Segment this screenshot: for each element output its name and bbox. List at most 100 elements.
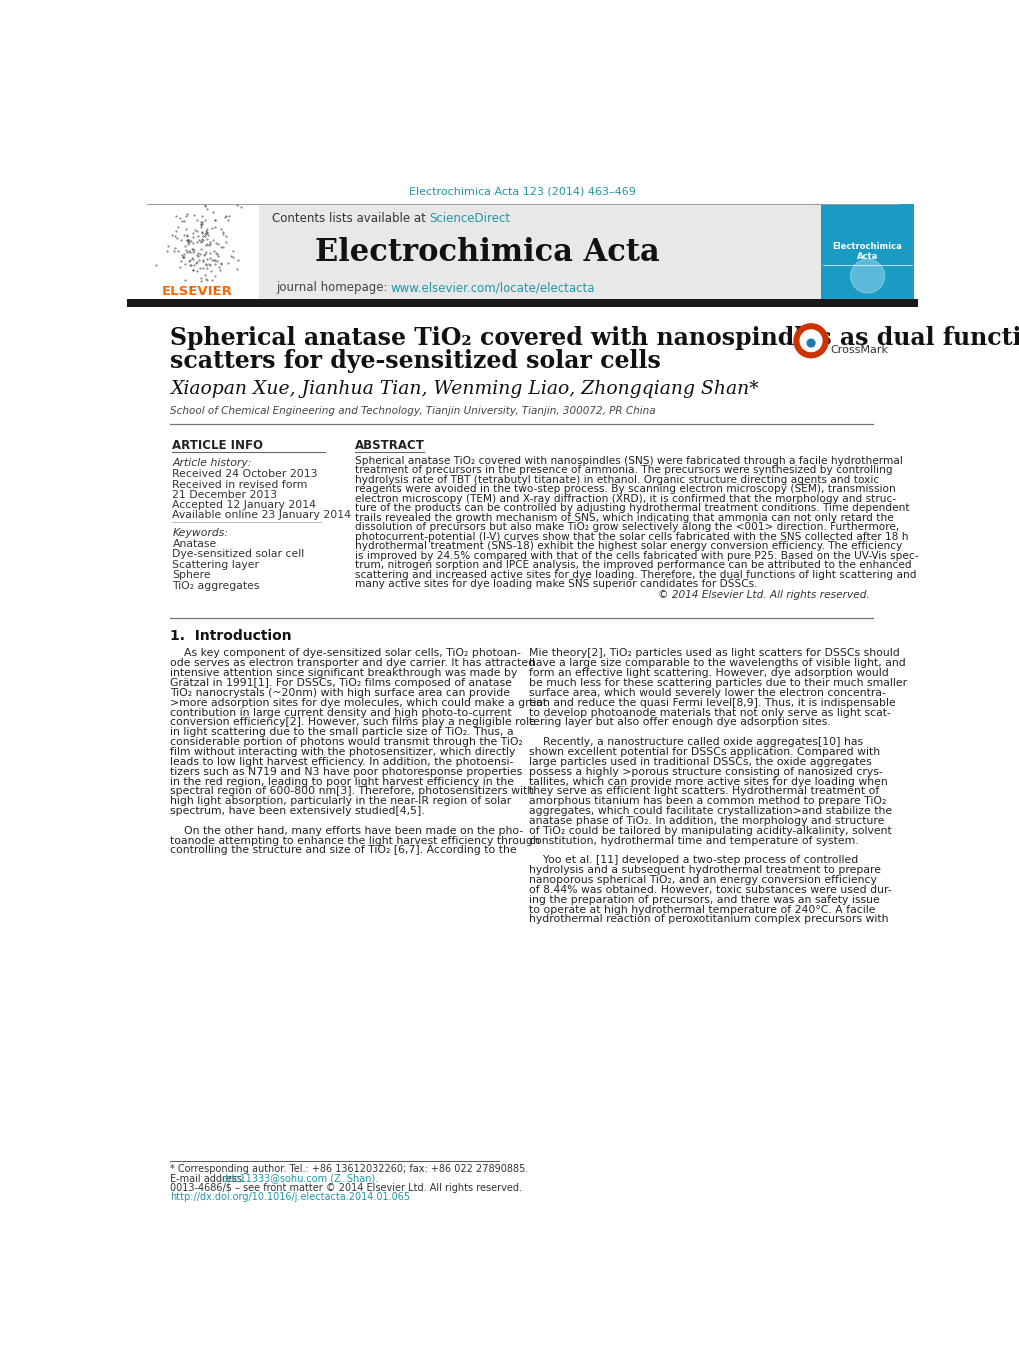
Text: journal homepage:: journal homepage: [275, 281, 390, 295]
Text: ABSTRACT: ABSTRACT [355, 439, 425, 453]
Bar [147, 204, 259, 299]
Text: film without interacting with the photosensitizer, which directly: film without interacting with the photos… [170, 747, 515, 757]
Text: 0013-4686/$ – see front matter © 2014 Elsevier Ltd. All rights reserved.: 0013-4686/$ – see front matter © 2014 El… [170, 1182, 522, 1193]
Text: Contents lists available at: Contents lists available at [272, 212, 429, 224]
Text: Mie theory[2], TiO₂ particles used as light scatters for DSSCs should: Mie theory[2], TiO₂ particles used as li… [529, 648, 899, 658]
Circle shape [793, 324, 827, 358]
Text: Spherical anatase TiO₂ covered with nanospindles (SNS) were fabricated through a: Spherical anatase TiO₂ covered with nano… [355, 455, 903, 466]
Text: contribution in large current density and high photo-to-current: contribution in large current density an… [170, 708, 512, 717]
Text: tion and reduce the quasi Fermi level[8,9]. Thus, it is indispensable: tion and reduce the quasi Fermi level[8,… [529, 697, 895, 708]
Text: * Corresponding author. Tel.: +86 13612032260; fax: +86 022 27890885.: * Corresponding author. Tel.: +86 136120… [170, 1165, 528, 1174]
Text: they serve as efficient light scatters. Hydrothermal treatment of: they serve as efficient light scatters. … [529, 786, 878, 796]
Text: As key component of dye-sensitized solar cells, TiO₂ photoan-: As key component of dye-sensitized solar… [170, 648, 521, 658]
Text: considerable portion of photons would transmit through the TiO₂: considerable portion of photons would tr… [170, 738, 523, 747]
Text: treatment of precursors in the presence of ammonia. The precursors were synthesi: treatment of precursors in the presence … [355, 465, 892, 476]
Text: 1.  Introduction: 1. Introduction [170, 628, 291, 643]
Text: hydrothermal reaction of peroxotitanium complex precursors with: hydrothermal reaction of peroxotitanium … [529, 915, 888, 924]
Text: Received in revised form: Received in revised form [172, 480, 308, 490]
Text: electron microscopy (TEM) and X-ray diffraction (XRD), it is confirmed that the : electron microscopy (TEM) and X-ray diff… [355, 493, 896, 504]
Text: toanode attempting to enhance the light harvest efficiency through: toanode attempting to enhance the light … [170, 836, 539, 846]
Text: to operate at high hydrothermal temperature of 240°C. A facile: to operate at high hydrothermal temperat… [529, 905, 874, 915]
Text: Keywords:: Keywords: [172, 528, 228, 538]
Text: possess a highly >porous structure consisting of nanosized crys-: possess a highly >porous structure consi… [529, 766, 881, 777]
Circle shape [800, 330, 821, 351]
Text: is improved by 24.5% compared with that of the cells fabricated with pure P25. B: is improved by 24.5% compared with that … [355, 551, 918, 561]
Bar [820, 204, 913, 299]
Text: trum, nitrogen sorption and IPCE analysis, the improved performance can be attri: trum, nitrogen sorption and IPCE analysi… [355, 561, 911, 570]
Text: form an effective light scattering. However, dye adsorption would: form an effective light scattering. Howe… [529, 669, 888, 678]
Text: scatters for dye-sensitized solar cells: scatters for dye-sensitized solar cells [170, 349, 660, 373]
Text: have a large size comparable to the wavelengths of visible light, and: have a large size comparable to the wave… [529, 658, 905, 669]
Text: photocurrent-potential (I-V) curves show that the solar cells fabricated with th: photocurrent-potential (I-V) curves show… [355, 532, 908, 542]
Text: in light scattering due to the small particle size of TiO₂. Thus, a: in light scattering due to the small par… [170, 727, 514, 738]
Text: TiO₂ aggregates: TiO₂ aggregates [172, 581, 260, 590]
Text: amorphous titanium has been a common method to prepare TiO₂: amorphous titanium has been a common met… [529, 796, 886, 807]
Text: ode serves as electron transporter and dye carrier. It has attracted: ode serves as electron transporter and d… [170, 658, 535, 669]
Text: TiO₂ nanocrystals (~20nm) with high surface area can provide: TiO₂ nanocrystals (~20nm) with high surf… [170, 688, 509, 698]
Text: CrossMark: CrossMark [829, 345, 888, 355]
Bar [127, 299, 917, 307]
Text: Spherical anatase TiO₂ covered with nanospindles as dual functional: Spherical anatase TiO₂ covered with nano… [170, 326, 1019, 350]
Circle shape [850, 259, 883, 293]
Text: Electrochimica Acta: Electrochimica Acta [315, 238, 659, 269]
Text: shown excellent potential for DSSCs application. Compared with: shown excellent potential for DSSCs appl… [529, 747, 879, 757]
Text: tizers such as N719 and N3 have poor photoresponse properties: tizers such as N719 and N3 have poor pho… [170, 766, 522, 777]
Text: Received 24 October 2013: Received 24 October 2013 [172, 469, 318, 480]
Text: leads to low light harvest efficiency. In addition, the photoensi-: leads to low light harvest efficiency. I… [170, 757, 513, 767]
Text: ing the preparation of precursors, and there was an safety issue: ing the preparation of precursors, and t… [529, 894, 878, 905]
Text: Xiaopan Xue, Jianhua Tian, Wenming Liao, Zhongqiang Shan*: Xiaopan Xue, Jianhua Tian, Wenming Liao,… [170, 380, 758, 399]
Text: Dye-sensitized solar cell: Dye-sensitized solar cell [172, 550, 305, 559]
Text: hydrothermal treatment (SNS-18) exhibit the highest solar energy conversion effi: hydrothermal treatment (SNS-18) exhibit … [355, 542, 902, 551]
Text: intensive attention since significant breakthrough was made by: intensive attention since significant br… [170, 669, 517, 678]
Text: anatase phase of TiO₂. In addition, the morphology and structure: anatase phase of TiO₂. In addition, the … [529, 816, 883, 825]
Text: tallites, which can provide more active sites for dye loading when: tallites, which can provide more active … [529, 777, 887, 786]
Text: tering layer but also offer enough dye adsorption sites.: tering layer but also offer enough dye a… [529, 717, 829, 727]
Text: reagents were avoided in the two-step process. By scanning electron microscopy (: reagents were avoided in the two-step pr… [355, 484, 896, 494]
Text: >more adsorption sites for dye molecules, which could make a great: >more adsorption sites for dye molecules… [170, 697, 546, 708]
Text: ARTICLE INFO: ARTICLE INFO [172, 439, 263, 453]
Text: controlling the structure and size of TiO₂ [6,7]. According to the: controlling the structure and size of Ti… [170, 846, 517, 855]
Text: aggregates, which could facilitate crystallization>and stabilize the: aggregates, which could facilitate cryst… [529, 807, 892, 816]
Text: to develop photoanode materials that not only serve as light scat-: to develop photoanode materials that not… [529, 708, 890, 717]
Text: Yoo et al. [11] developed a two-step process of controlled: Yoo et al. [11] developed a two-step pro… [529, 855, 857, 866]
Text: Anatase: Anatase [172, 539, 216, 549]
Text: trails revealed the growth mechanism of SNS, which indicating that ammonia can n: trails revealed the growth mechanism of … [355, 513, 894, 523]
Text: scattering and increased active sites for dye loading. Therefore, the dual funct: scattering and increased active sites fo… [355, 570, 916, 580]
Text: many active sites for dye loading make SNS superior candidates for DSSCs.: many active sites for dye loading make S… [355, 580, 757, 589]
Text: surface area, which would severely lower the electron concentra-: surface area, which would severely lower… [529, 688, 884, 698]
Text: http://dx.doi.org/10.1016/j.electacta.2014.01.065: http://dx.doi.org/10.1016/j.electacta.20… [170, 1192, 410, 1202]
Text: Accepted 12 January 2014: Accepted 12 January 2014 [172, 500, 316, 509]
Text: © 2014 Elsevier Ltd. All rights reserved.: © 2014 Elsevier Ltd. All rights reserved… [657, 590, 869, 600]
Text: hydrolysis rate of TBT (tetrabutyl titanate) in ethanol. Organic structure direc: hydrolysis rate of TBT (tetrabutyl titan… [355, 474, 878, 485]
Text: dissolution of precursors but also make TiO₂ grow selectively along the <001> di: dissolution of precursors but also make … [355, 523, 899, 532]
Text: high light absorption, particularly in the near-IR region of solar: high light absorption, particularly in t… [170, 796, 511, 807]
Text: nanoporous spherical TiO₂, and an energy conversion efficiency: nanoporous spherical TiO₂, and an energy… [529, 875, 876, 885]
Text: hydrolysis and a subsequent hydrothermal treatment to prepare: hydrolysis and a subsequent hydrothermal… [529, 865, 880, 875]
Text: www.elsevier.com/locate/electacta: www.elsevier.com/locate/electacta [390, 281, 595, 295]
Text: Acta: Acta [856, 251, 877, 261]
Text: of TiO₂ could be tailored by manipulating acidity-alkalinity, solvent: of TiO₂ could be tailored by manipulatin… [529, 825, 891, 836]
Text: Electrochimica Acta 123 (2014) 463–469: Electrochimica Acta 123 (2014) 463–469 [409, 186, 636, 196]
Text: Available online 23 January 2014: Available online 23 January 2014 [172, 509, 352, 520]
Text: On the other hand, many efforts have been made on the pho-: On the other hand, many efforts have bee… [170, 825, 523, 836]
Text: 21 December 2013: 21 December 2013 [172, 490, 277, 500]
Text: conversion efficiency[2]. However, such films play a negligible role: conversion efficiency[2]. However, such … [170, 717, 535, 727]
Text: spectrum, have been extensively studied[4,5].: spectrum, have been extensively studied[… [170, 807, 425, 816]
Text: in the red region, leading to poor light harvest efficiency in the: in the red region, leading to poor light… [170, 777, 514, 786]
Text: Recently, a nanostructure called oxide aggregates[10] has: Recently, a nanostructure called oxide a… [529, 738, 862, 747]
Text: Scattering layer: Scattering layer [172, 559, 259, 570]
Text: School of Chemical Engineering and Technology, Tianjin University, Tianjin, 3000: School of Chemical Engineering and Techn… [170, 405, 655, 416]
Text: Sphere: Sphere [172, 570, 211, 580]
Text: constitution, hydrothermal time and temperature of system.: constitution, hydrothermal time and temp… [529, 836, 858, 846]
Text: large particles used in traditional DSSCs, the oxide aggregates: large particles used in traditional DSSC… [529, 757, 871, 767]
Text: Electrochimica: Electrochimica [832, 242, 902, 251]
Bar [147, 204, 820, 299]
Text: ELSEVIER: ELSEVIER [162, 285, 232, 299]
Text: Grätzal in 1991[1]. For DSSCs, TiO₂ films composed of anatase: Grätzal in 1991[1]. For DSSCs, TiO₂ film… [170, 678, 512, 688]
Circle shape [806, 339, 814, 347]
Text: be much less for these scattering particles due to their much smaller: be much less for these scattering partic… [529, 678, 906, 688]
Text: ture of the products can be controlled by adjusting hydrothermal treatment condi: ture of the products can be controlled b… [355, 503, 909, 513]
Text: Article history:: Article history: [172, 458, 252, 469]
Text: ScienceDirect: ScienceDirect [429, 212, 511, 224]
Text: E-mail address:: E-mail address: [170, 1174, 249, 1183]
